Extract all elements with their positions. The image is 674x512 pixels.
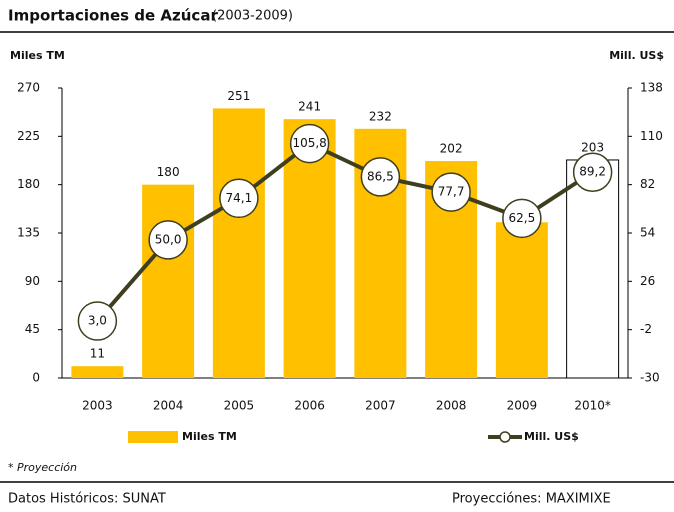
point-label: 3,0 bbox=[88, 314, 107, 328]
x-tick-label: 2006 bbox=[294, 399, 325, 413]
y2-tick-label: 110 bbox=[640, 129, 663, 143]
y2-tick-label: -2 bbox=[640, 322, 652, 336]
line-point bbox=[431, 172, 471, 212]
bar-label: 202 bbox=[440, 142, 463, 156]
bar-label: 251 bbox=[227, 89, 250, 103]
legend-swatch bbox=[499, 431, 511, 443]
bar bbox=[495, 222, 548, 378]
footnote: * Proyección bbox=[8, 461, 77, 474]
y2-tick-label: 82 bbox=[640, 177, 655, 191]
line-point bbox=[148, 220, 188, 260]
y-tick-label: 225 bbox=[17, 129, 40, 143]
bar bbox=[71, 366, 124, 378]
y2-tick-label: 26 bbox=[640, 274, 655, 288]
line-point bbox=[360, 157, 401, 197]
chart-title: Importaciones de Azúcar bbox=[8, 7, 218, 25]
y-tick-label: 45 bbox=[25, 322, 40, 336]
bar-label: 241 bbox=[298, 100, 321, 114]
y-tick-label: 135 bbox=[17, 226, 40, 240]
x-tick-label: 2007 bbox=[365, 399, 396, 413]
legend-swatch bbox=[128, 431, 178, 443]
x-tick-label: 2004 bbox=[153, 399, 184, 413]
y-tick-label: 0 bbox=[32, 371, 40, 385]
bar bbox=[142, 184, 195, 378]
chart-subtitle: (2003-2009) bbox=[212, 9, 293, 24]
y-tick-label: 90 bbox=[25, 274, 40, 288]
legend-label: Miles TM bbox=[182, 430, 237, 443]
line-point bbox=[502, 198, 542, 239]
y2-tick-label: 138 bbox=[640, 81, 663, 95]
line-point bbox=[572, 152, 613, 192]
point-label: 50,0 bbox=[155, 232, 182, 246]
y-axis-label: Miles TM bbox=[10, 49, 65, 62]
y-tick-label: 270 bbox=[17, 81, 40, 95]
line-point bbox=[289, 123, 330, 164]
bar-label: 203 bbox=[581, 140, 604, 154]
x-tick-label: 2005 bbox=[224, 399, 255, 413]
y2-tick-label: 54 bbox=[640, 226, 655, 240]
x-tick-label: 2010* bbox=[574, 399, 611, 413]
bar bbox=[566, 159, 620, 379]
bar-label: 232 bbox=[369, 109, 392, 123]
source-right: Proyecciónes: MAXIMIXE bbox=[452, 492, 611, 507]
point-label: 86,5 bbox=[367, 169, 394, 183]
y2-tick-label: -30 bbox=[640, 371, 660, 385]
y-tick-label: 180 bbox=[17, 177, 40, 191]
x-tick-label: 2009 bbox=[507, 399, 538, 413]
point-label: 62,5 bbox=[509, 211, 536, 225]
x-tick-label: 2008 bbox=[436, 399, 467, 413]
point-label: 89,2 bbox=[579, 165, 606, 179]
line-point bbox=[219, 178, 259, 219]
bar bbox=[212, 108, 265, 378]
point-label: 105,8 bbox=[292, 136, 326, 150]
bar-label: 180 bbox=[157, 165, 180, 179]
legend-label: Mill. US$ bbox=[524, 430, 579, 443]
bar-label: 11 bbox=[90, 347, 105, 361]
x-tick-label: 2003 bbox=[82, 399, 113, 413]
y2-axis-label: Mill. US$ bbox=[609, 49, 664, 62]
point-label: 77,7 bbox=[438, 185, 465, 199]
source-left: Datos Históricos: SUNAT bbox=[8, 492, 166, 507]
line-point bbox=[77, 301, 118, 341]
point-label: 74,1 bbox=[226, 191, 253, 205]
